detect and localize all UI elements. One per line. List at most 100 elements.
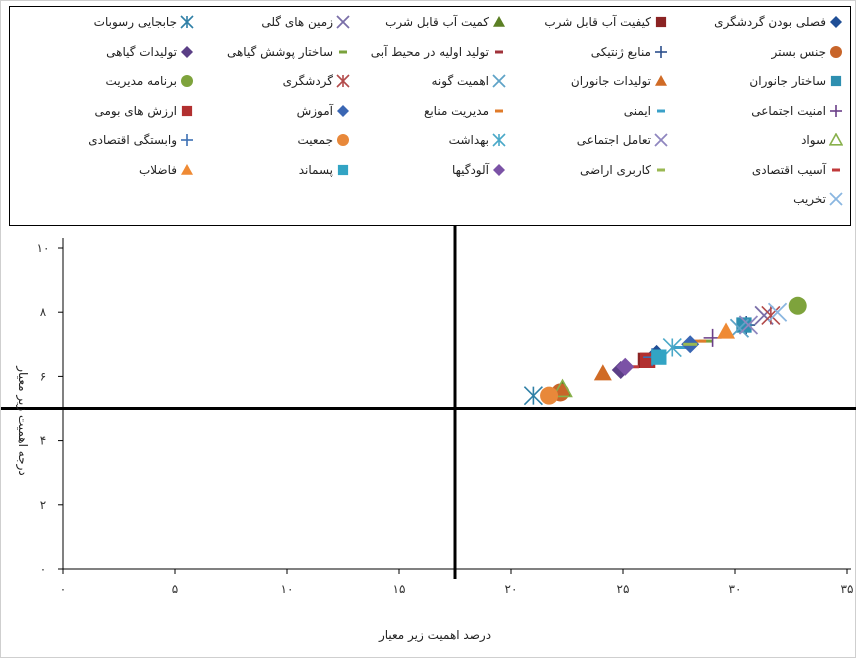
legend-label: ساختار جانوران xyxy=(749,74,826,88)
data-point-15 xyxy=(788,296,807,315)
legend-item: جابجایی رسوبات xyxy=(94,14,194,30)
legend-marker-icon xyxy=(181,45,193,58)
legend-marker-icon xyxy=(654,133,668,147)
legend-item: وابستگی اقتصادی xyxy=(88,132,194,148)
legend-marker-icon xyxy=(336,74,350,88)
data-point-14 xyxy=(761,305,781,325)
legend-item: گردشگری xyxy=(283,73,350,89)
legend-marker-icon xyxy=(655,16,667,28)
legend-item: کاربری اراضی xyxy=(580,162,668,178)
data-point-30 xyxy=(717,322,736,339)
legend-item: ساختار پوشش گیاهی xyxy=(227,44,350,60)
y-tick-label: ۱۰ xyxy=(37,241,50,255)
legend-item: تعامل اجتماعی xyxy=(577,132,668,148)
legend-item: منابع ژنتیکی xyxy=(591,44,668,60)
data-point-5 xyxy=(523,386,543,406)
legend-marker-icon xyxy=(181,163,193,175)
legend-item: سواد xyxy=(801,132,843,148)
legend-label: ارزش های بومی xyxy=(94,103,177,118)
legend-item: تخریب xyxy=(793,191,843,207)
legend-item: تولید اولیه در محیط آبی xyxy=(371,44,506,60)
legend: فصلی بودن گردشگری کیفیت آب قابل شرب کمیت آ… xyxy=(9,6,851,226)
data-point-21 xyxy=(552,378,573,398)
legend-label: اهمیت گونه xyxy=(431,74,489,88)
legend-label: کاربری اراضی xyxy=(580,162,651,177)
legend-marker-icon xyxy=(495,50,503,53)
data-point-31 xyxy=(767,302,788,322)
y-tick-label: ۲ xyxy=(40,498,46,512)
legend-label: کمیت آب قابل شرب xyxy=(385,15,489,29)
legend-marker-icon xyxy=(181,75,193,87)
legend-item: تولیدات جانوران xyxy=(571,73,668,89)
legend-item: ارزش های بومی xyxy=(94,103,194,119)
legend-marker-icon xyxy=(181,105,193,116)
legend-item: برنامه مدیریت xyxy=(106,73,194,89)
legend-label: تولید اولیه در محیط آبی xyxy=(370,44,489,59)
x-tick-label: ۲۵ xyxy=(617,582,630,596)
legend-item: امنیت اجتماعی xyxy=(751,103,843,119)
legend-label: آموزش xyxy=(296,103,333,118)
legend-marker-icon xyxy=(337,104,349,117)
legend-item: اهمیت گونه xyxy=(431,73,506,89)
legend-marker-icon xyxy=(829,133,843,146)
legend-item: فصلی بودن گردشگری xyxy=(714,14,843,30)
data-point-24 xyxy=(540,386,559,405)
legend-marker-icon xyxy=(181,134,193,146)
legend-item: آموزش xyxy=(297,103,350,119)
legend-item: زمین های گلی xyxy=(261,14,350,30)
x-tick-label: ۳۵ xyxy=(841,582,854,596)
legend-marker-icon xyxy=(337,164,349,175)
data-point-29 xyxy=(651,349,667,365)
legend-label: کیفیت آب قابل شرب xyxy=(544,15,651,29)
legend-marker-icon xyxy=(180,15,194,29)
x-tick-label: ۱۰ xyxy=(281,582,294,596)
legend-label: ایمنی xyxy=(623,103,651,118)
legend-marker-icon xyxy=(832,168,840,171)
legend-item: آسیب اقتصادی xyxy=(752,162,843,178)
legend-label: منابع ژنتیکی xyxy=(590,44,651,59)
data-point-22 xyxy=(738,315,759,335)
legend-marker-icon xyxy=(830,104,842,117)
legend-item: ساختار جانوران xyxy=(749,73,843,89)
legend-label: بهداشت xyxy=(448,133,489,147)
legend-marker-icon xyxy=(829,192,843,206)
legend-label: جنس بستر xyxy=(771,44,826,59)
legend-label: تولیدات گیاهی xyxy=(106,44,177,59)
legend-marker-icon xyxy=(493,163,505,176)
legend-item: بهداشت xyxy=(449,132,506,148)
x-axis-title: درصد اهمیت زیر معیار xyxy=(378,628,491,643)
data-point-12 xyxy=(593,364,612,381)
legend-marker-icon xyxy=(492,133,506,147)
x-tick-label: ۰ xyxy=(60,582,66,596)
legend-label: تولیدات جانوران xyxy=(570,74,651,88)
legend-label: تعامل اجتماعی xyxy=(576,133,651,147)
legend-label: زمین های گلی xyxy=(261,15,333,29)
legend-label: فاضلاب xyxy=(138,162,177,177)
x-tick-label: ۵ xyxy=(172,582,178,596)
legend-label: فصلی بودن گردشگری xyxy=(714,15,826,29)
legend-item: پسماند xyxy=(299,162,350,178)
legend-label: آسیب اقتصادی xyxy=(751,162,826,177)
legend-label: جابجایی رسوبات xyxy=(93,15,177,29)
y-tick-label: ۶ xyxy=(40,369,46,383)
legend-label: امنیت اجتماعی xyxy=(751,103,826,118)
legend-marker-icon xyxy=(493,16,505,27)
legend-marker-icon xyxy=(830,45,842,58)
y-axis-title: درجه اهمیت زیر معیار xyxy=(15,365,30,475)
y-tick-label: ۸ xyxy=(40,305,47,319)
y-tick-label: ۴ xyxy=(40,434,46,448)
legend-marker-icon xyxy=(657,109,665,112)
legend-item: آلودگیها xyxy=(452,162,506,178)
legend-marker-icon xyxy=(337,134,349,146)
legend-item: کیفیت آب قابل شرب xyxy=(544,14,668,30)
legend-item: جمعیت xyxy=(297,132,350,148)
legend-marker-icon xyxy=(339,50,347,53)
legend-marker-icon xyxy=(336,15,350,29)
data-point-28 xyxy=(616,357,635,376)
legend-item: مدیریت منابع xyxy=(424,103,506,119)
legend-label: مدیریت منابع xyxy=(423,103,489,118)
legend-label: ساختار پوشش گیاهی xyxy=(226,44,333,59)
legend-label: وابستگی اقتصادی xyxy=(88,133,177,147)
